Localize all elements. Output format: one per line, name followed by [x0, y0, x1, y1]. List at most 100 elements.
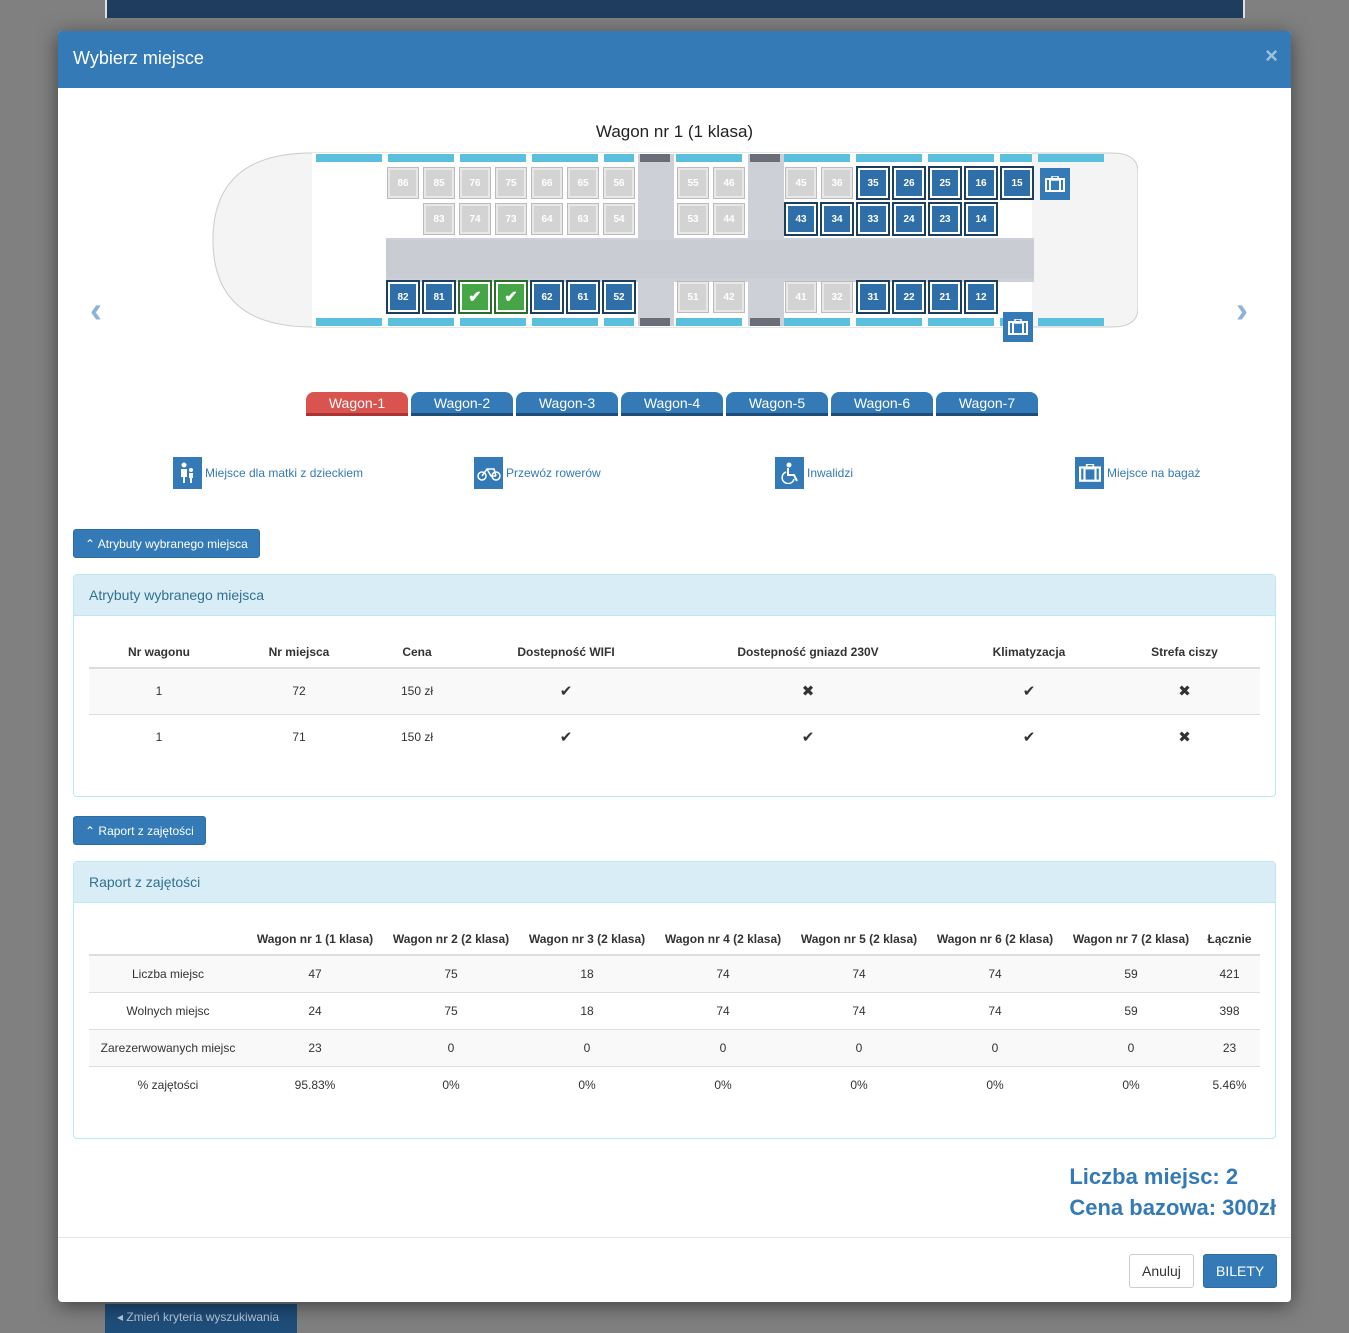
seat-15[interactable]: 15 [1000, 166, 1034, 200]
table-cell: 150 zł [369, 713, 465, 760]
cancel-button[interactable]: Anuluj [1129, 1254, 1194, 1288]
seat-52[interactable]: 52 [602, 280, 636, 314]
tab-wagon-6[interactable]: Wagon-6 [831, 392, 933, 416]
table-cell: 5.46% [1199, 1065, 1260, 1103]
legend-mother-child: Miejsce dla matki z dzieckiem [173, 457, 363, 489]
tickets-button[interactable]: BILETY [1203, 1254, 1278, 1288]
prev-wagon-icon[interactable]: ‹ [90, 289, 102, 330]
seat-34[interactable]: 34 [820, 202, 854, 236]
toggle-attributes-button[interactable]: ⌃ Atrybuty wybranego miejsca [73, 529, 260, 558]
seat-31[interactable]: 31 [856, 280, 890, 314]
table-row: Liczba miejsc 47 75 18 74 74 74 59 421 [89, 954, 1260, 992]
seat-33[interactable]: 33 [856, 202, 890, 236]
mother-child-icon [173, 457, 202, 489]
attributes-table: Nr wagonu Nr miejsca Cena Dostepność WIFI Do… [89, 636, 1260, 760]
check-icon: ✔ [949, 667, 1109, 714]
report-header [89, 923, 247, 956]
back-link-label: Zmień kryteria wyszukiwania [126, 1310, 280, 1324]
check-icon: ✔ [465, 713, 667, 760]
table-row: Wolnych miejsc 24 75 18 74 74 74 59 398 [89, 991, 1260, 1029]
seat-selection-modal: Wybierz miejsce × Wagon nr 1 (1 klasa) ‹… [58, 31, 1291, 1302]
seat-16[interactable]: 16 [964, 166, 998, 200]
seat-26[interactable]: 26 [892, 166, 926, 200]
wagon-title: Wagon nr 1 (1 klasa) [595, 122, 754, 141]
seat-14[interactable]: 14 [964, 202, 998, 236]
report-header: Wagon nr 5 (2 klasa) [791, 923, 927, 956]
seat-35[interactable]: 35 [856, 166, 890, 200]
table-cell: 95.83% [247, 1065, 383, 1103]
seat-75: 75 [495, 167, 527, 199]
seat-44: 44 [713, 203, 745, 235]
table-cell: Liczba miejsc [89, 954, 247, 992]
report-header: Wagon nr 7 (2 klasa) [1063, 923, 1199, 956]
bicycle-icon [474, 457, 503, 489]
close-icon[interactable]: × [1265, 43, 1278, 68]
report-table: Wagon nr 1 (1 klasa) Wagon nr 2 (2 klasa)… [89, 923, 1260, 1103]
back-link[interactable]: ◂ Zmień kryteria wyszukiwania [105, 1304, 297, 1333]
seat-85: 85 [423, 167, 455, 199]
next-wagon-icon[interactable]: › [1236, 289, 1248, 330]
table-cell: 74 [927, 991, 1063, 1029]
wheelchair-icon [775, 457, 804, 489]
table-cell: 0% [383, 1065, 519, 1103]
table-cell: 74 [655, 991, 791, 1029]
tab-wagon-2[interactable]: Wagon-2 [411, 392, 513, 416]
tab-wagon-5[interactable]: Wagon-5 [726, 392, 828, 416]
table-cell: 59 [1063, 991, 1199, 1029]
table-cell: 0% [791, 1065, 927, 1103]
seat-12[interactable]: 12 [964, 280, 998, 314]
seat-81[interactable]: 81 [422, 280, 456, 314]
table-cell: 0 [383, 1028, 519, 1066]
table-cell: Wolnych miejsc [89, 991, 247, 1029]
tab-wagon-7[interactable]: Wagon-7 [936, 392, 1038, 416]
table-cell: 0 [655, 1028, 791, 1066]
seat-23[interactable]: 23 [928, 202, 962, 236]
seat-86: 86 [387, 167, 419, 199]
table-cell: 18 [519, 991, 655, 1029]
seat-42: 42 [713, 281, 745, 313]
seat-count: Liczba miejsc: 2 [1069, 1164, 1239, 1189]
wagon-seat-map: 86 85 76 75 66 65 56 55 46 45 36 83 74 73 64 63 54 53 44 51… [212, 152, 1138, 342]
seat-64: 64 [531, 203, 563, 235]
seat-55: 55 [677, 167, 709, 199]
table-cell: 24 [247, 991, 383, 1029]
table-cell: 0% [655, 1065, 791, 1103]
table-cell: 18 [519, 954, 655, 992]
table-cell: Zarezerwowanych miejsc [89, 1028, 247, 1066]
seat-71[interactable]: ✔ [494, 280, 528, 314]
seat-22[interactable]: 22 [892, 280, 926, 314]
seat-25[interactable]: 25 [928, 166, 962, 200]
table-row: % zajętości 95.83% 0% 0% 0% 0% 0% 0% 5.46% [89, 1065, 1260, 1103]
seat-54: 54 [603, 203, 635, 235]
seat-43[interactable]: 43 [784, 202, 818, 236]
toggle-report-button[interactable]: ⌃ Raport z zajętości [73, 816, 206, 845]
seat-53: 53 [677, 203, 709, 235]
legend-wheelchair: Inwalidzi [775, 457, 853, 489]
wagon-tabs: Wagon-1 Wagon-2 Wagon-3 Wagon-4 Wagon-5 Wagon… [306, 392, 1038, 416]
legend-label: Inwalidzi [807, 466, 854, 480]
cross-icon: ✖ [1109, 713, 1260, 760]
table-cell: 0 [1063, 1028, 1199, 1066]
seat-21[interactable]: 21 [928, 280, 962, 314]
tab-wagon-4[interactable]: Wagon-4 [621, 392, 723, 416]
seat-82[interactable]: 82 [386, 280, 420, 314]
table-cell: 74 [927, 954, 1063, 992]
seat-72[interactable]: ✔ [458, 280, 492, 314]
luggage-icon [1003, 312, 1033, 342]
seat-76: 76 [459, 167, 491, 199]
cross-icon: ✖ [1109, 667, 1260, 714]
seat-62[interactable]: 62 [530, 280, 564, 314]
seat-24[interactable]: 24 [892, 202, 926, 236]
base-price: Cena bazowa: 300zł [1069, 1195, 1276, 1220]
report-header: Łącznie [1199, 923, 1260, 956]
table-cell: 74 [791, 991, 927, 1029]
tab-wagon-1[interactable]: Wagon-1 [306, 392, 408, 416]
tab-wagon-3[interactable]: Wagon-3 [516, 392, 618, 416]
table-cell: 0% [1063, 1065, 1199, 1103]
seat-46: 46 [713, 167, 745, 199]
table-cell: 1 [89, 667, 229, 714]
toggle-report-label: Raport z zajętości [98, 824, 194, 838]
attributes-header: Dostepność gniazd 230V [667, 636, 949, 669]
table-cell: 72 [229, 667, 369, 714]
seat-61[interactable]: 61 [566, 280, 600, 314]
